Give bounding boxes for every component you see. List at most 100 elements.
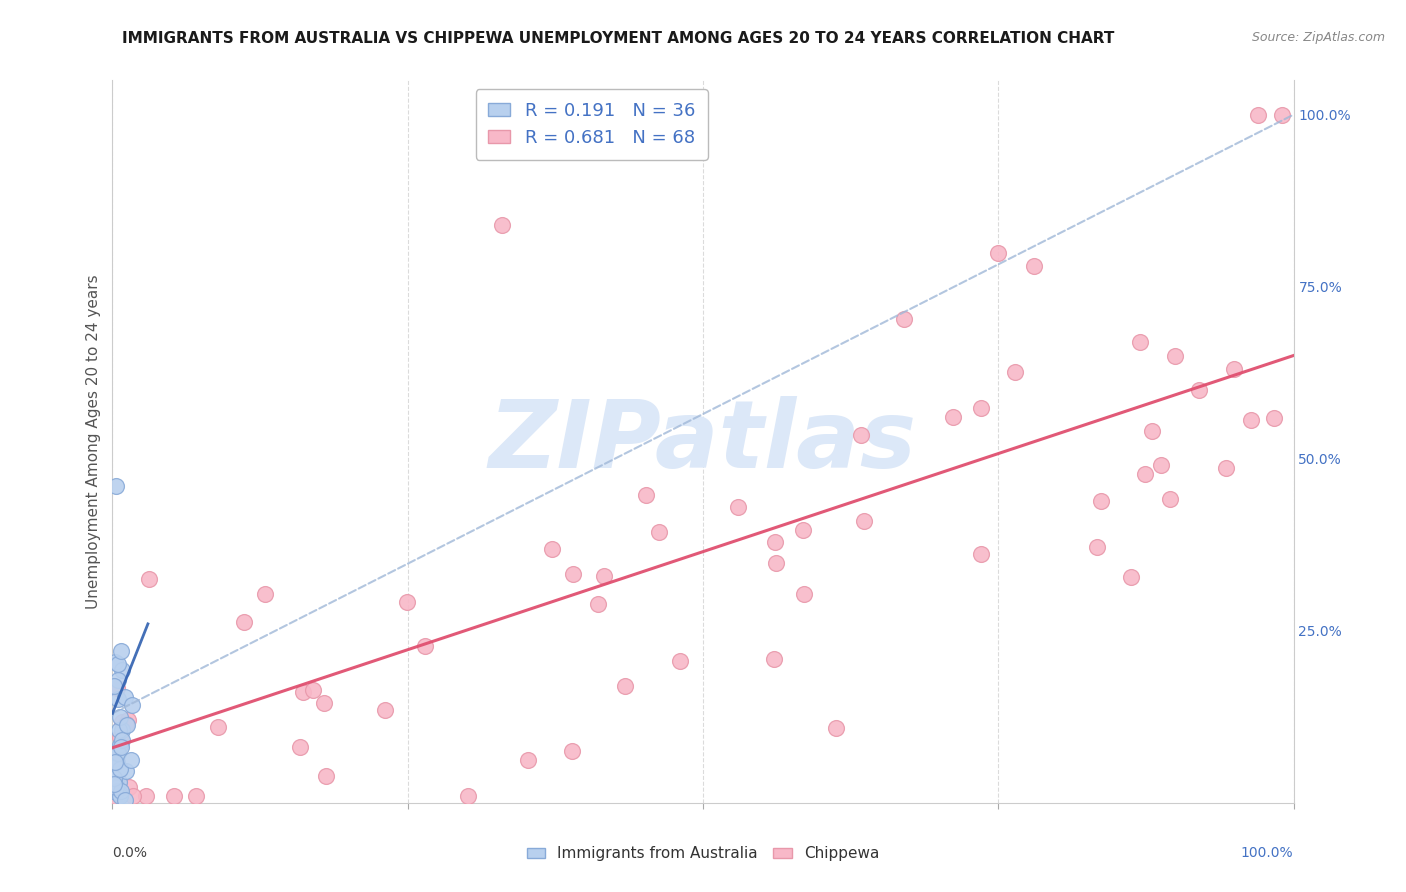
- Point: [107, 692, 129, 706]
- Point: [541, 541, 564, 556]
- Point: [1121, 570, 1143, 584]
- Point: [110, 740, 132, 755]
- Point: [1188, 383, 1211, 397]
- Point: [207, 720, 229, 734]
- Point: [290, 739, 312, 754]
- Point: [105, 479, 128, 493]
- Y-axis label: Unemployment Among Ages 20 to 24 years: Unemployment Among Ages 20 to 24 years: [86, 274, 101, 609]
- Point: [103, 772, 125, 786]
- Point: [893, 311, 915, 326]
- Point: [254, 586, 277, 600]
- Point: [315, 769, 337, 783]
- Point: [1271, 108, 1294, 122]
- Point: [110, 643, 132, 657]
- Point: [105, 784, 128, 798]
- Point: [107, 673, 129, 687]
- Point: [1150, 458, 1173, 473]
- Point: [614, 679, 637, 693]
- Point: [1215, 460, 1237, 475]
- Point: [987, 245, 1010, 260]
- Point: [114, 690, 136, 704]
- Point: [107, 657, 129, 672]
- Point: [1085, 540, 1108, 554]
- Point: [765, 556, 787, 570]
- Legend: Immigrants from Australia, Chippewa: Immigrants from Australia, Chippewa: [520, 840, 886, 867]
- Point: [849, 428, 872, 442]
- Point: [104, 780, 127, 795]
- Point: [115, 764, 138, 779]
- Point: [104, 655, 127, 669]
- Point: [110, 733, 132, 747]
- Point: [374, 703, 396, 717]
- Point: [108, 763, 131, 777]
- Point: [312, 696, 335, 710]
- Point: [970, 547, 993, 561]
- Point: [111, 723, 134, 738]
- Point: [110, 714, 132, 729]
- Point: [105, 681, 128, 695]
- Point: [108, 789, 131, 804]
- Point: [105, 774, 128, 789]
- Point: [942, 410, 965, 425]
- Point: [110, 663, 132, 677]
- Point: [792, 523, 814, 537]
- Point: [727, 500, 749, 514]
- Point: [103, 679, 125, 693]
- Point: [1090, 494, 1112, 508]
- Point: [1022, 259, 1045, 273]
- Point: [1159, 491, 1181, 506]
- Point: [292, 685, 315, 699]
- Text: IMMIGRANTS FROM AUSTRALIA VS CHIPPEWA UNEMPLOYMENT AMONG AGES 20 TO 24 YEARS COR: IMMIGRANTS FROM AUSTRALIA VS CHIPPEWA UN…: [122, 31, 1115, 46]
- Point: [457, 789, 479, 803]
- Point: [103, 776, 125, 790]
- Text: 0.0%: 0.0%: [112, 847, 148, 860]
- Point: [115, 716, 138, 731]
- Point: [110, 739, 132, 753]
- Point: [117, 718, 139, 732]
- Point: [669, 654, 692, 668]
- Point: [114, 792, 136, 806]
- Point: [103, 752, 125, 766]
- Point: [121, 698, 143, 712]
- Point: [108, 730, 131, 744]
- Point: [302, 683, 325, 698]
- Point: [1263, 410, 1285, 425]
- Point: [107, 746, 129, 760]
- Point: [104, 755, 127, 769]
- Point: [232, 615, 254, 629]
- Point: [105, 755, 128, 769]
- Point: [103, 771, 125, 785]
- Point: [824, 721, 846, 735]
- Point: [120, 754, 142, 768]
- Point: [561, 744, 583, 758]
- Point: [103, 789, 125, 803]
- Point: [108, 723, 131, 737]
- Point: [593, 569, 616, 583]
- Point: [1247, 108, 1270, 122]
- Point: [636, 488, 658, 502]
- Point: [586, 597, 609, 611]
- Point: [110, 710, 132, 724]
- Point: [763, 534, 786, 549]
- Point: [108, 787, 131, 801]
- Point: [1223, 362, 1246, 376]
- Point: [792, 587, 814, 601]
- Point: [970, 401, 993, 415]
- Point: [110, 783, 132, 797]
- Point: [491, 218, 513, 232]
- Point: [117, 780, 139, 795]
- Point: [1004, 365, 1026, 379]
- Point: [1240, 413, 1263, 427]
- Point: [184, 789, 207, 803]
- Point: [647, 525, 669, 540]
- Text: Source: ZipAtlas.com: Source: ZipAtlas.com: [1251, 31, 1385, 45]
- Point: [135, 789, 157, 803]
- Point: [413, 639, 436, 653]
- Point: [1140, 424, 1163, 438]
- Point: [122, 789, 145, 803]
- Point: [561, 567, 583, 582]
- Point: [762, 652, 785, 666]
- Point: [517, 753, 540, 767]
- Point: [852, 514, 875, 528]
- Point: [1164, 350, 1187, 364]
